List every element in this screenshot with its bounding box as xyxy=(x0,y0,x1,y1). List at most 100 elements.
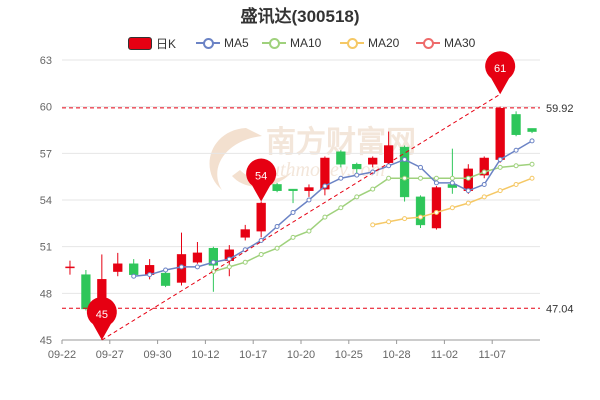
y-tick-label: 63 xyxy=(40,55,52,67)
ma5-point xyxy=(481,181,487,187)
candle xyxy=(129,259,139,277)
candle-body xyxy=(415,196,426,226)
ma20-point xyxy=(529,175,535,181)
x-tick-label: 10-25 xyxy=(335,349,363,361)
ma10-point xyxy=(370,186,376,192)
legend-item-ma10[interactable]: MA10 xyxy=(262,34,321,52)
candle xyxy=(431,186,442,230)
candle xyxy=(368,156,378,168)
x-tick-label: 10-17 xyxy=(239,349,267,361)
min-price-label: 47.04 xyxy=(546,303,574,315)
ma5-series xyxy=(131,138,535,279)
ma10-point xyxy=(418,175,423,181)
ma20-point xyxy=(370,222,376,228)
ma10-point xyxy=(529,161,535,167)
candle-body xyxy=(304,187,314,191)
y-tick-label: 60 xyxy=(40,102,52,114)
legend-item-ma20[interactable]: MA20 xyxy=(340,34,399,52)
candle xyxy=(527,128,537,134)
legend: 日K MA5 MA10 MA20 MA30 xyxy=(0,34,600,52)
legend-swatch xyxy=(340,37,364,49)
ma20-series xyxy=(370,175,535,228)
price-pin: 45 xyxy=(86,297,117,340)
pin-label: 45 xyxy=(96,309,108,321)
logo-swoosh xyxy=(209,128,262,190)
pin-label: 61 xyxy=(494,63,506,75)
legend-label: 日K xyxy=(156,36,177,51)
y-tick-label: 57 xyxy=(40,148,52,160)
candle xyxy=(272,182,282,193)
legend-item-ma5[interactable]: MA5 xyxy=(196,34,249,52)
candle-body xyxy=(240,229,250,238)
ma10-point xyxy=(402,175,408,181)
ma5-point xyxy=(529,138,535,144)
ma5-point xyxy=(338,175,344,181)
price-pin: 61 xyxy=(485,51,516,95)
ma5-point xyxy=(179,264,184,270)
ma5-point xyxy=(210,259,216,265)
ma5-line xyxy=(133,140,533,277)
candle-body xyxy=(511,114,521,135)
candle-body xyxy=(288,188,298,191)
chart-title: 盛讯达(300518) xyxy=(240,7,360,26)
ma5-point xyxy=(322,183,328,189)
pin-marker-icon xyxy=(246,158,277,202)
candle-body xyxy=(256,202,266,232)
max-price-label: 59.92 xyxy=(546,103,574,115)
candle xyxy=(336,150,346,168)
x-tick-label: 09-27 xyxy=(96,349,124,361)
legend-swatch xyxy=(262,37,286,49)
legend-item-日k[interactable]: 日K xyxy=(128,34,176,52)
candle xyxy=(495,106,505,163)
ma10-point xyxy=(210,269,216,275)
candle xyxy=(511,111,521,137)
legend-item-ma30[interactable]: MA30 xyxy=(416,34,475,52)
ma5-point xyxy=(465,188,471,194)
x-tick-label: 10-12 xyxy=(191,349,219,361)
ma10-point xyxy=(386,175,392,181)
ma10-point xyxy=(465,175,471,181)
ma10-point xyxy=(497,164,503,170)
ma5-point xyxy=(274,223,280,229)
ma10-point xyxy=(481,169,487,175)
ma10-series xyxy=(210,161,535,275)
candle-body xyxy=(431,187,442,229)
legend-swatch xyxy=(196,37,220,49)
ma5-point xyxy=(386,163,392,169)
x-tick-label: 11-07 xyxy=(479,349,506,361)
ma5-point xyxy=(513,147,519,153)
ma5-point xyxy=(147,272,153,278)
pin-label: 54 xyxy=(255,171,267,183)
candle xyxy=(479,156,489,179)
x-tick-label: 11-02 xyxy=(431,349,458,361)
candle xyxy=(192,242,203,264)
ma5-point xyxy=(402,157,408,163)
ma5-point xyxy=(449,180,455,186)
candle-body xyxy=(384,145,394,163)
candle-body xyxy=(272,184,282,191)
ma10-point xyxy=(258,251,264,257)
ma10-point xyxy=(226,264,232,270)
candle-body xyxy=(192,252,203,263)
y-tick-label: 48 xyxy=(40,288,52,300)
ma10-point xyxy=(338,205,344,211)
ma5-point xyxy=(433,180,439,186)
ma10-point xyxy=(433,175,439,181)
candle-body xyxy=(113,263,123,272)
ma20-point xyxy=(386,219,392,225)
candle-body xyxy=(160,272,171,286)
candle xyxy=(415,195,426,228)
x-tick-label: 10-20 xyxy=(287,349,315,361)
legend-label: MA30 xyxy=(444,36,476,50)
legend-label: MA20 xyxy=(368,36,400,50)
candle-body xyxy=(368,157,378,165)
x-tick-label: 09-22 xyxy=(48,349,76,361)
ma10-point xyxy=(274,245,280,251)
pin-marker-icon xyxy=(485,51,516,95)
price-pin: 54 xyxy=(246,158,277,202)
candle xyxy=(256,201,266,238)
candle xyxy=(288,188,298,204)
candle-body xyxy=(336,151,346,165)
candle xyxy=(240,224,250,241)
